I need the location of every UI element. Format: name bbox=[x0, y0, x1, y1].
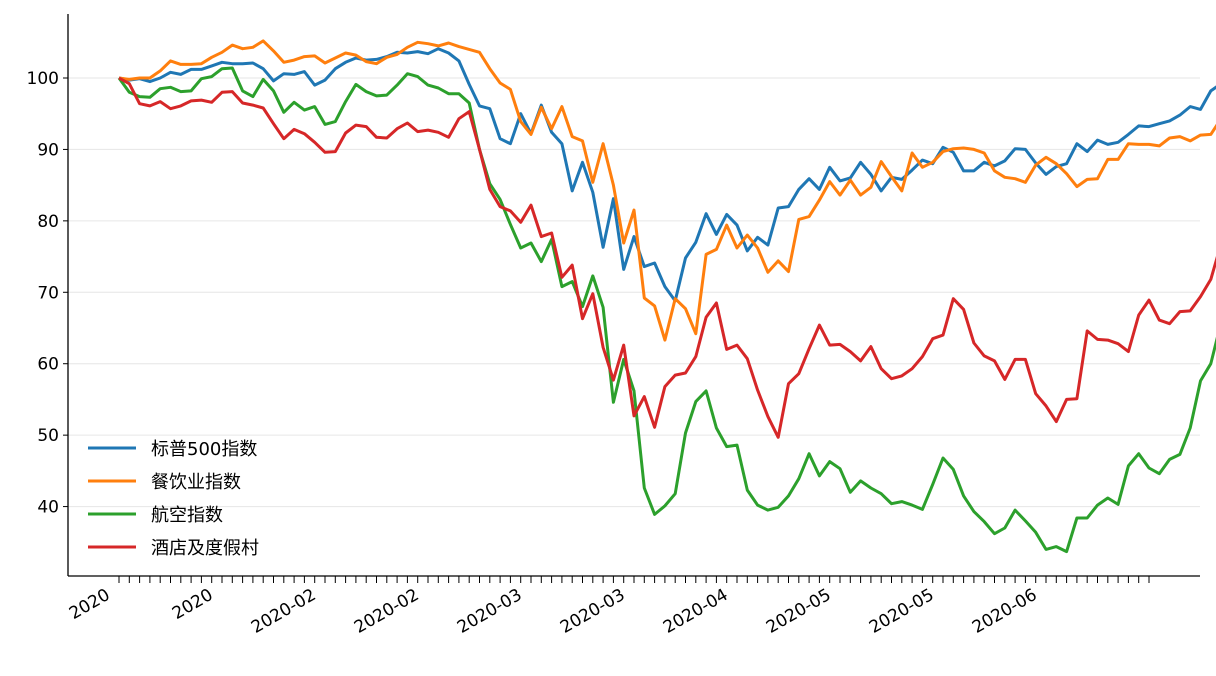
y-tick-label: 60 bbox=[37, 355, 59, 375]
x-tick-label: 2020-05 bbox=[866, 585, 938, 638]
legend-label-1: 标普500指数 bbox=[151, 439, 257, 460]
y-tick-label: 40 bbox=[37, 498, 59, 518]
x-tick-label: 2020-03 bbox=[557, 585, 629, 638]
x-tick-label: 2020-05 bbox=[763, 585, 835, 638]
series-line-2 bbox=[118, 39, 1216, 342]
series-lines bbox=[117, 39, 1216, 554]
series-line-3 bbox=[117, 66, 1216, 554]
x-tick-label: 2020-04 bbox=[660, 585, 732, 638]
x-tick-label: 2020-06 bbox=[969, 585, 1041, 638]
x-tick-label: 2020-02 bbox=[351, 585, 423, 638]
legend-label-3: 航空指数 bbox=[151, 505, 223, 526]
series-line-1 bbox=[118, 47, 1216, 303]
x-tick-label: 2020-03 bbox=[454, 585, 526, 638]
x-tick-label: 2020 bbox=[169, 585, 216, 624]
legend-label-2: 餐饮业指数 bbox=[151, 472, 241, 493]
x-tick-label: 2020-02 bbox=[248, 585, 320, 638]
x-tick-label: 2020 bbox=[66, 585, 113, 624]
legend-label-4: 酒店及度假村 bbox=[151, 538, 259, 559]
y-tick-label: 90 bbox=[37, 140, 59, 160]
y-tick-label: 80 bbox=[37, 212, 59, 232]
y-tick-label: 70 bbox=[37, 283, 59, 303]
y-tick-label: 100 bbox=[27, 69, 59, 89]
y-tick-label: 50 bbox=[37, 426, 59, 446]
series-line-4 bbox=[118, 76, 1216, 439]
